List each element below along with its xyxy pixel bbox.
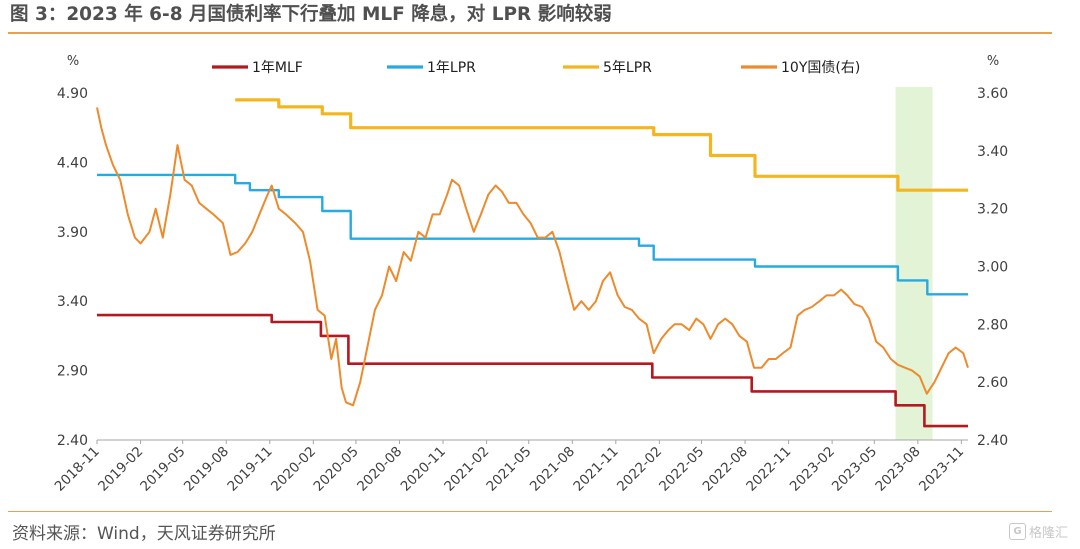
x-tick-label: 2023-11 [916, 444, 967, 495]
x-tick-label: 2019-11 [224, 444, 275, 495]
right-tick-label: 2.60 [977, 375, 1008, 391]
x-tick-label: 2022-11 [743, 444, 794, 495]
x-tick-label: 2018-11 [52, 444, 103, 495]
x-tick-label: 2021-08 [527, 444, 578, 495]
x-tick-label: 2019-05 [137, 444, 188, 495]
logo-text: 格隆汇 [1028, 526, 1068, 541]
x-tick-label: 2021-11 [570, 444, 621, 495]
left-tick-label: 4.40 [57, 155, 88, 171]
left-tick-label: 3.90 [57, 225, 88, 241]
x-tick-label: 2023-05 [829, 444, 880, 495]
left-tick-label: 2.90 [57, 364, 88, 380]
series-1y-lpr-line [97, 173, 968, 296]
chart-area: 4.90 4.40 3.90 3.40 2.90 2.40 3.60 3.40 3.20 3.00… [0, 36, 1080, 506]
left-unit-label: % [67, 54, 79, 69]
title-rule [8, 32, 1052, 34]
legend-1y-lpr-label: 1年LPR [427, 60, 476, 76]
right-tick-label: 3.40 [977, 144, 1008, 160]
x-tick-label: 2020-05 [311, 444, 362, 495]
series-5y-lpr-line [235, 98, 968, 192]
legend-5y-lpr-label: 5年LPR [603, 60, 652, 76]
highlight-band [895, 87, 933, 440]
left-tick-label: 2.40 [57, 433, 88, 449]
source-note: 资料来源：Wind，天风证券研究所 [12, 524, 276, 544]
x-tick-label: 2021-05 [483, 444, 534, 495]
right-tick-label: 3.60 [977, 86, 1008, 102]
source-rule [8, 511, 1052, 512]
x-tick-label: 2023-08 [872, 444, 923, 495]
left-tick-label: 3.40 [57, 294, 88, 310]
right-tick-label: 3.20 [977, 202, 1008, 218]
x-tick-label: 2022-05 [656, 444, 707, 495]
chart-title: 图 3：2023 年 6-8 月国债利率下行叠加 MLF 降息，对 LPR 影响… [10, 4, 612, 25]
line-chart: 4.90 4.40 3.90 3.40 2.90 2.40 3.60 3.40 3.20 3.00… [52, 54, 1009, 495]
x-tick-label: 2020-02 [268, 444, 319, 495]
left-tick-label: 4.90 [57, 86, 88, 102]
logo-mark-icon: G [1008, 523, 1026, 540]
right-tick-label: 3.00 [977, 260, 1008, 276]
x-tick-label: 2022-02 [614, 444, 665, 495]
legend-1y-mlf-label: 1年MLF [252, 60, 303, 76]
x-tick-label: 2022-08 [700, 444, 751, 495]
series-10y-gov-line [96, 107, 969, 407]
x-tick-label: 2020-11 [398, 444, 449, 495]
right-tick-label: 2.40 [977, 433, 1008, 449]
x-tick-label: 2021-02 [441, 444, 492, 495]
legend-10y-gov-label: 10Y国债(右) [781, 60, 860, 76]
x-tick-label: 2019-08 [181, 444, 232, 495]
watermark-logo: G 格隆汇 [1008, 522, 1068, 541]
series-1y-mlf-line [97, 313, 968, 428]
right-unit-label: % [987, 54, 999, 69]
x-tick-label: 2020-08 [354, 444, 405, 495]
x-tick-label: 2023-02 [787, 444, 838, 495]
right-tick-label: 2.80 [977, 317, 1008, 333]
x-tick-label: 2019-02 [95, 444, 146, 495]
